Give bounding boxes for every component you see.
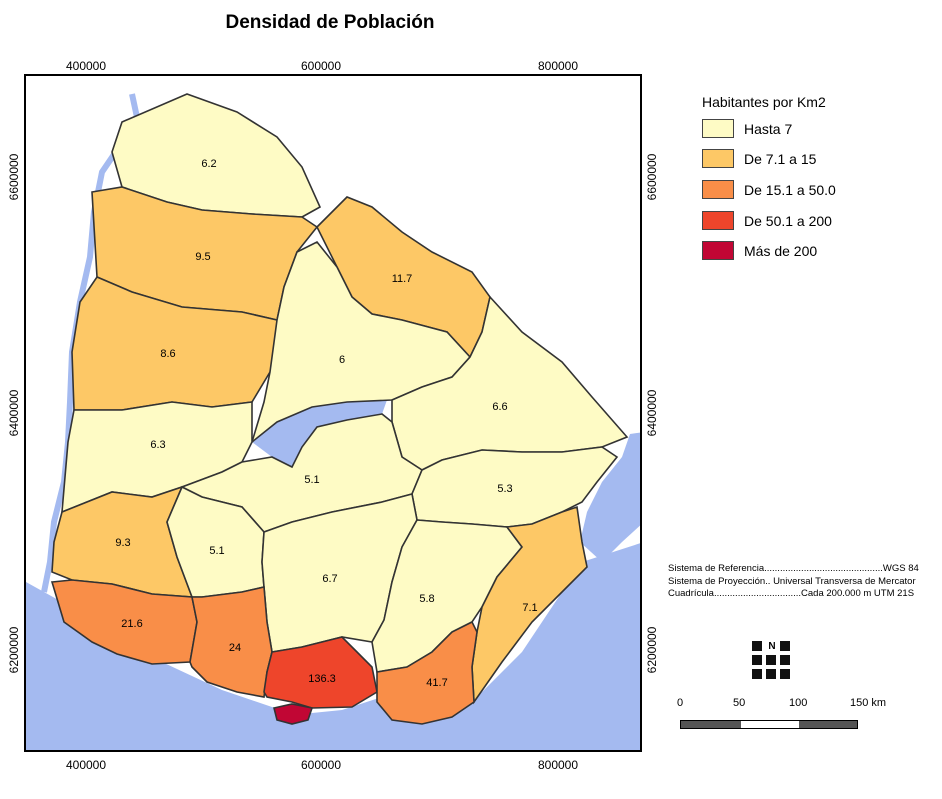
legend-label-1: Hasta 7 [744,120,793,137]
region-treinta-y-tres [411,446,619,528]
label-tacuarembo: 6 [339,354,345,366]
bottom-tick-3: 800000 [537,758,579,772]
label-lavalleja: 5.8 [419,593,434,605]
scale-label-150: 150 km [850,697,887,709]
water-rio-negro [252,400,387,467]
legend-item-3: De 15.1 a 50.0 [702,180,836,199]
region-maldonado [376,620,478,725]
label-treinta-y-tres: 5.3 [497,483,512,495]
top-tick-1: 400000 [65,59,107,73]
region-montevideo [273,703,314,725]
scale-label-50: 50 [733,697,746,709]
legend-swatch-5 [702,241,734,260]
label-rivera: 11.7 [392,273,413,285]
label-florida: 6.7 [322,573,337,585]
bottom-tick-2: 600000 [300,758,342,772]
legend-item-2: De 7.1 a 15 [702,149,816,168]
right-tick-3: 6200000 [645,626,659,674]
label-soriano: 9.3 [115,537,130,549]
legend-label-3: De 15.1 a 50.0 [744,181,836,198]
label-colonia: 21.6 [121,618,142,630]
label-san-jose: 24 [229,642,241,654]
label-canelones: 136.3 [308,673,336,685]
legend-label-2: De 7.1 a 15 [744,150,817,167]
top-tick-3: 800000 [537,59,579,73]
legend-swatch-2 [702,149,734,168]
legend-label-5: Más de 200 [744,242,818,259]
scale-label-0: 0 [677,697,684,709]
north-label: N [768,641,776,652]
reference-system-text: Sistema de Referencia...................… [668,563,919,574]
map-title: Densidad de Población [225,12,435,33]
right-tick-1: 6600000 [645,153,659,201]
label-rio-negro: 6.3 [150,439,165,451]
label-durazno: 5.1 [304,474,319,486]
label-cerro-largo: 6.6 [492,401,507,413]
grid-text: Cuadrícula..............................… [668,588,915,599]
legend-swatch-1 [702,119,734,138]
label-flores: 5.1 [209,545,224,557]
label-artigas: 6.2 [201,158,216,170]
scale-bar [680,720,858,729]
legend-item-5: Más de 200 [702,241,817,260]
region-rocha [471,505,588,705]
legend-item-1: Hasta 7 [702,119,792,138]
legend-title: Habitantes por Km2 [702,94,826,110]
water-laguna-merin [580,432,640,562]
bottom-tick-1: 400000 [65,758,107,772]
water-rio-de-la-plata [26,543,640,750]
projection-text: Sistema de Proyección.. Universal Transv… [668,576,916,587]
legend-item-4: De 50.1 a 200 [702,211,832,230]
scale-label-100: 100 [789,697,808,709]
label-rocha: 7.1 [522,602,537,614]
north-arrow-icon: N [752,641,792,683]
label-salto: 9.5 [195,251,210,263]
region-canelones [263,636,378,709]
left-tick-2: 6400000 [7,389,21,437]
legend-label-4: De 50.1 a 200 [744,212,832,229]
legend-swatch-3 [702,180,734,199]
label-maldonado: 41.7 [426,677,447,689]
right-tick-2: 6400000 [645,389,659,437]
top-tick-2: 600000 [300,59,342,73]
choropleth-map: 6.2 9.5 11.7 8.6 6 6.6 6.3 5.1 5.3 9.3 5… [26,93,640,750]
left-tick-1: 6600000 [7,153,21,201]
legend-swatch-4 [702,211,734,230]
left-tick-3: 6200000 [7,626,21,674]
label-paysandu: 8.6 [160,348,175,360]
map-frame: 6.2 9.5 11.7 8.6 6 6.6 6.3 5.1 5.3 9.3 5… [24,74,642,752]
